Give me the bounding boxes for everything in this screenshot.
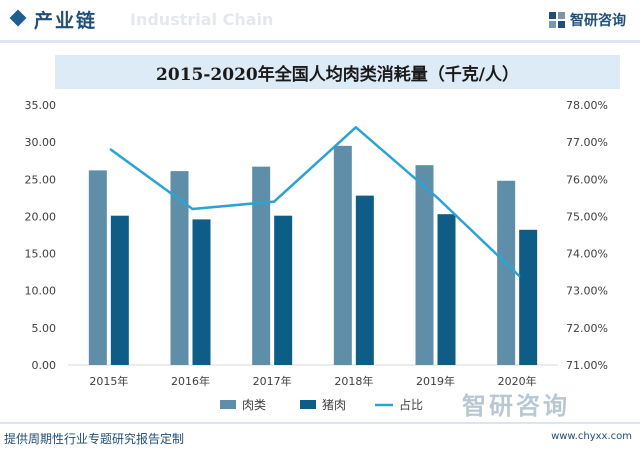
y-right-tick-label: 75.00%	[566, 210, 608, 223]
y-left-tick-label: 35.00	[25, 99, 57, 112]
y-left-tick-label: 25.00	[25, 173, 57, 186]
bar-pork	[274, 215, 293, 365]
legend-label: 猪肉	[322, 398, 346, 412]
point-share	[517, 274, 521, 278]
y-right-tick-label: 78.00%	[566, 99, 608, 112]
header-watermark: Industrial Chain	[130, 10, 274, 29]
point-share	[191, 207, 194, 211]
y-left-tick-label: 0.00	[32, 359, 57, 372]
brand-logo-icon	[549, 12, 565, 28]
point-share	[436, 196, 439, 200]
y-left-tick-label: 30.00	[25, 136, 57, 149]
footer: 智研咨询 提供周期性行业专题研究报告定制 www.chyxx.com	[0, 392, 640, 450]
legend-swatch-pork	[300, 400, 316, 409]
y-right-tick-label: 73.00%	[566, 285, 608, 298]
brand: 智研咨询	[548, 10, 626, 30]
page-title: 产业链	[34, 10, 98, 32]
y-left-tick-label: 20.00	[25, 210, 57, 223]
header: 产业链 Industrial Chain 智研咨询	[0, 0, 640, 43]
footer-url: www.chyxx.com	[551, 431, 632, 442]
bar-pork	[110, 215, 129, 365]
bar-meat	[252, 166, 271, 365]
y-left-tick-label: 15.00	[25, 248, 57, 261]
bar-pork	[355, 195, 374, 365]
chart-title-box: 2015-2020年全国人均肉类消耗量（千克/人）	[55, 55, 620, 89]
y-right-tick-label: 72.00%	[566, 322, 608, 335]
x-tick-label: 2018年	[334, 374, 373, 388]
bar-meat	[497, 180, 516, 365]
point-share	[109, 148, 113, 151]
footer-text: 提供周期性行业专题研究报告定制	[4, 432, 185, 446]
footer-divider	[0, 422, 640, 424]
legend-swatch-meat	[220, 400, 236, 409]
y-left-tick-label: 10.00	[25, 285, 57, 298]
x-tick-label: 2019年	[416, 374, 455, 388]
x-tick-label: 2017年	[253, 374, 292, 388]
x-tick-label: 2015年	[89, 374, 128, 388]
bar-pork	[519, 229, 538, 365]
bar-meat	[333, 145, 352, 365]
x-tick-label: 2020年	[498, 374, 537, 388]
header-divider	[0, 40, 640, 43]
point-share	[272, 200, 276, 203]
legend-label: 肉类	[242, 398, 266, 412]
y-right-tick-label: 77.00%	[566, 136, 608, 149]
bar-pork	[192, 219, 211, 365]
point-share	[354, 126, 358, 129]
brand-name: 智研咨询	[570, 13, 626, 29]
y-right-tick-label: 76.00%	[566, 173, 608, 186]
line-share	[110, 126, 521, 277]
y-right-tick-label: 74.00%	[566, 248, 608, 261]
y-left-tick-label: 5.00	[32, 322, 57, 335]
footer-brand: 智研咨询	[462, 392, 570, 420]
y-right-tick-label: 71.00%	[566, 359, 608, 372]
bar-meat	[170, 171, 189, 365]
bar-meat	[88, 170, 107, 365]
chart-title: 2015-2020年全国人均肉类消耗量（千克/人）	[156, 64, 519, 85]
bar-pork	[437, 214, 456, 365]
x-tick-label: 2016年	[171, 374, 210, 388]
bar-meat	[415, 165, 434, 365]
legend-label: 占比	[399, 397, 423, 412]
